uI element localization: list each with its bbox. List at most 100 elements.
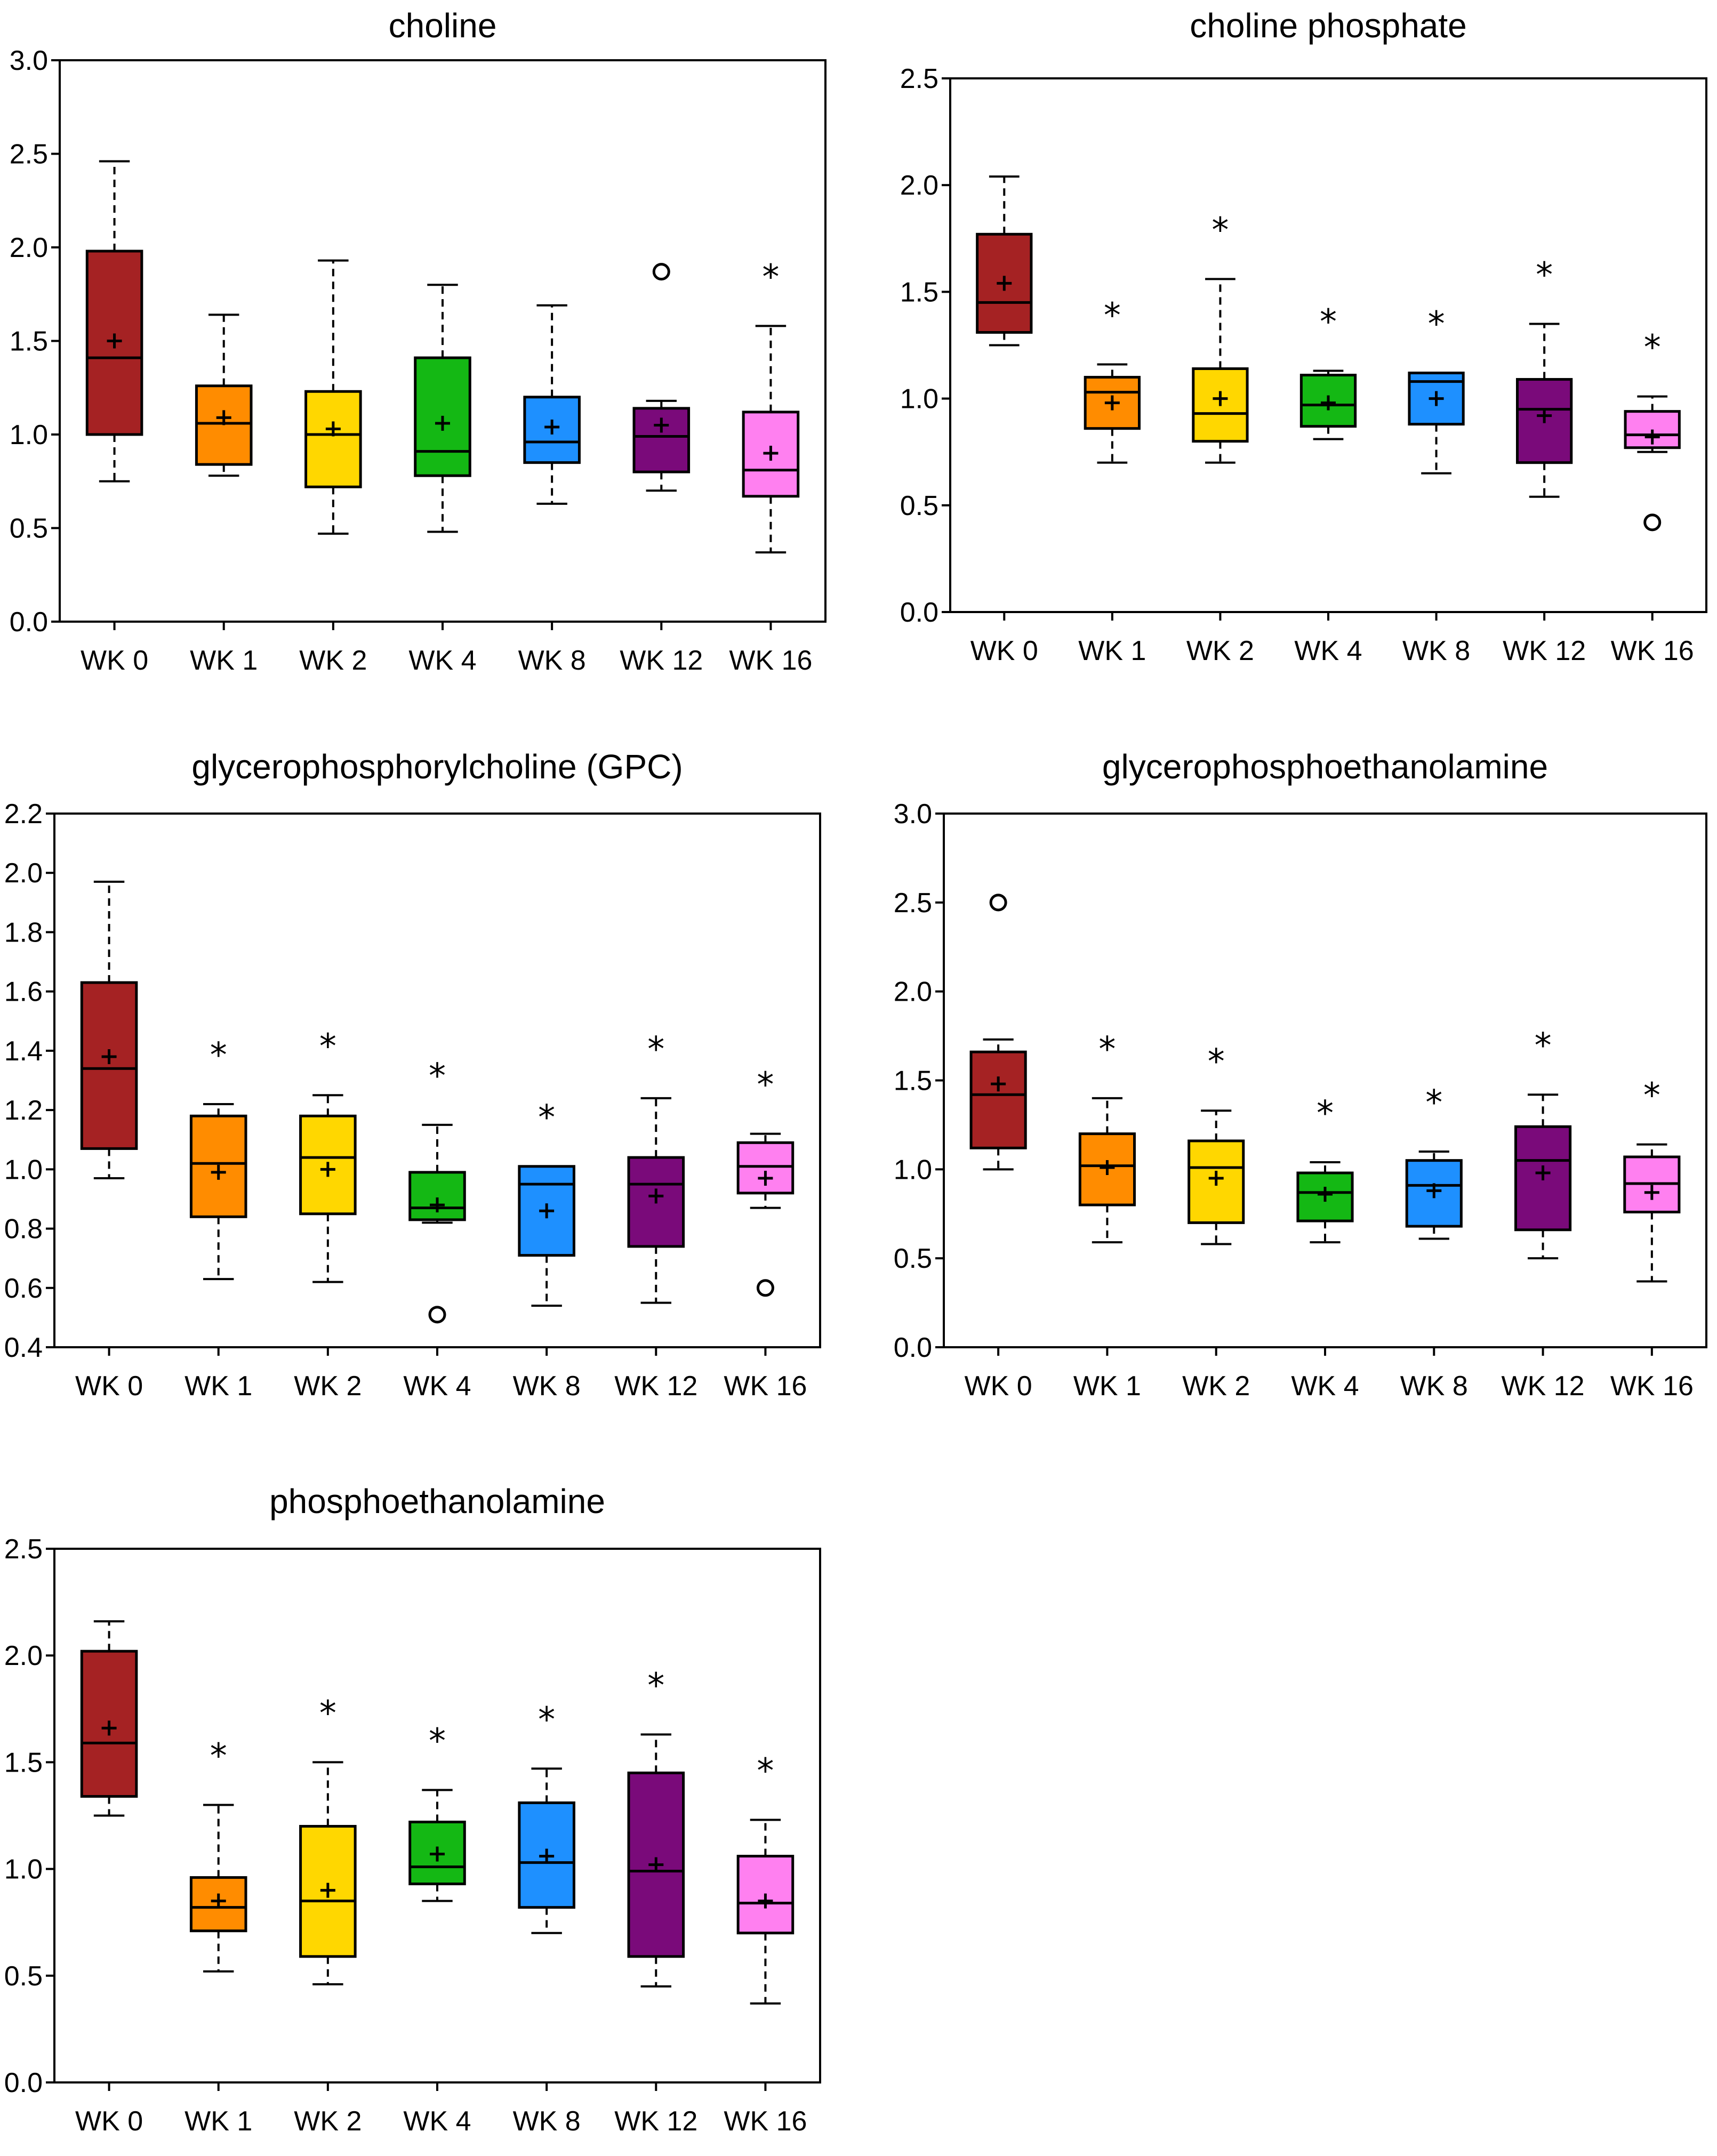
y-tick-label: 1.0 — [10, 420, 48, 450]
x-category-label: WK 16 — [724, 1371, 807, 1402]
significance-star: * — [210, 1736, 227, 1776]
chart-title: glycerophosphorylcholine (GPC) — [191, 747, 683, 786]
significance-star: * — [1320, 303, 1337, 342]
box-wk-16: * — [736, 1752, 795, 2005]
x-category-label: WK 2 — [1186, 635, 1254, 666]
significance-star: * — [1643, 1076, 1660, 1116]
significance-star: * — [647, 1030, 664, 1069]
chart-title: choline phosphate — [1190, 6, 1467, 45]
y-tick-label: 2.0 — [4, 1640, 43, 1671]
significance-star: * — [1644, 328, 1661, 368]
box-wk-2: * — [1188, 1042, 1245, 1245]
plot-frame — [943, 812, 1707, 1348]
box-wk-4: * — [408, 1057, 466, 1324]
box-wk-0 — [80, 880, 138, 1180]
y-tick-label: 1.6 — [4, 977, 43, 1008]
y-tick-label: 1.2 — [4, 1095, 43, 1126]
box-wk-4: * — [408, 1721, 466, 1902]
box-wk-2: * — [1192, 211, 1249, 464]
significance-star: * — [538, 1098, 555, 1138]
iqr-box — [1192, 367, 1249, 443]
significance-star: * — [1211, 211, 1229, 250]
y-tick-label: 1.5 — [900, 277, 938, 308]
iqr-box — [80, 981, 138, 1150]
box-wk-12: * — [1514, 1026, 1572, 1260]
box-wk-8: * — [518, 1700, 575, 1934]
y-tick-label: 1.5 — [10, 326, 48, 357]
x-category-label: WK 12 — [1502, 1371, 1585, 1402]
x-category-label: WK 16 — [1611, 635, 1694, 666]
significance-star: * — [757, 1066, 774, 1105]
x-category-label: WK 12 — [620, 645, 703, 676]
significance-star: * — [429, 1057, 446, 1096]
y-tick-label: 0.0 — [4, 2067, 43, 2098]
box-wk-12: * — [1516, 255, 1573, 498]
x-category-label: WK 4 — [403, 1371, 471, 1402]
chart-panel-3: glycerophosphorylcholine (GPC) 0.4 0.6 0.8 1… — [4, 747, 821, 1402]
x-category-label: WK 16 — [724, 2106, 807, 2137]
box-wk-16: * — [742, 258, 800, 554]
significance-star: * — [538, 1700, 555, 1740]
x-category-label: WK 1 — [184, 2106, 252, 2137]
iqr-box — [408, 1171, 466, 1221]
box-wk-2 — [304, 259, 362, 535]
significance-star: * — [429, 1721, 446, 1761]
plot-frame — [949, 77, 1707, 613]
y-tick-label: 3.0 — [10, 45, 48, 76]
y-tick-label: 1.8 — [4, 917, 43, 948]
significance-star: * — [1208, 1042, 1225, 1082]
y-tick-label: 2.2 — [4, 799, 43, 830]
box-wk-12: * — [627, 1030, 685, 1304]
x-category-label: WK 12 — [1503, 635, 1586, 666]
x-category-label: WK 0 — [75, 1371, 143, 1402]
x-category-label: WK 0 — [970, 635, 1038, 666]
x-category-label: WK 4 — [1294, 635, 1362, 666]
iqr-box — [632, 407, 691, 473]
significance-star: * — [1536, 255, 1553, 295]
iqr-box — [304, 390, 362, 488]
box-wk-4: * — [1299, 303, 1357, 440]
box-wk-2: * — [299, 1694, 357, 1985]
box-wk-16: * — [736, 1066, 795, 1297]
chart-title: choline — [389, 6, 497, 45]
y-tick-label: 0.0 — [894, 1332, 932, 1363]
y-tick-label: 2.5 — [894, 888, 932, 919]
significance-star: * — [647, 1666, 664, 1706]
y-tick-label: 1.0 — [4, 1154, 43, 1185]
x-category-label: WK 12 — [614, 1371, 697, 1402]
box-wk-8 — [523, 304, 581, 505]
significance-star: * — [210, 1036, 227, 1075]
y-tick-label: 2.5 — [10, 139, 48, 170]
outlier-point — [428, 1306, 446, 1324]
box-wk-2: * — [299, 1027, 357, 1283]
x-category-label: WK 8 — [513, 1371, 581, 1402]
iqr-box — [1299, 374, 1357, 428]
outlier-point — [989, 894, 1007, 912]
outlier-point — [1643, 513, 1662, 532]
iqr-box — [1078, 1132, 1136, 1206]
x-category-label: WK 0 — [75, 2106, 143, 2137]
y-tick-label: 0.5 — [900, 490, 938, 521]
y-tick-label: 0.8 — [4, 1214, 43, 1245]
chart-title: glycerophosphoethanolamine — [1102, 747, 1548, 786]
x-category-label: WK 16 — [729, 645, 812, 676]
y-tick-label: 2.5 — [900, 63, 938, 94]
box-wk-1 — [195, 313, 253, 477]
significance-star: * — [1428, 305, 1445, 344]
chart-title: phosphoethanolamine — [269, 1482, 605, 1521]
x-category-label: WK 4 — [403, 2106, 471, 2137]
chart-panel-5: phosphoethanolamine 0.0 0.5 1.0 1.5 2.0 2.5 WK … — [4, 1482, 821, 2137]
significance-star: * — [1104, 296, 1121, 336]
box-wk-16: * — [1624, 328, 1681, 532]
iqr-box — [195, 384, 253, 466]
y-tick-label: 1.0 — [894, 1154, 932, 1185]
box-wk-0 — [85, 160, 143, 482]
box-wk-1: * — [189, 1736, 247, 1973]
significance-star: * — [762, 258, 779, 297]
x-category-label: WK 8 — [518, 645, 586, 676]
x-category-label: WK 8 — [1400, 1371, 1468, 1402]
box-wk-12 — [632, 263, 691, 492]
box-wk-0 — [969, 894, 1027, 1171]
y-tick-label: 1.5 — [894, 1066, 932, 1097]
x-category-label: WK 1 — [1078, 635, 1146, 666]
